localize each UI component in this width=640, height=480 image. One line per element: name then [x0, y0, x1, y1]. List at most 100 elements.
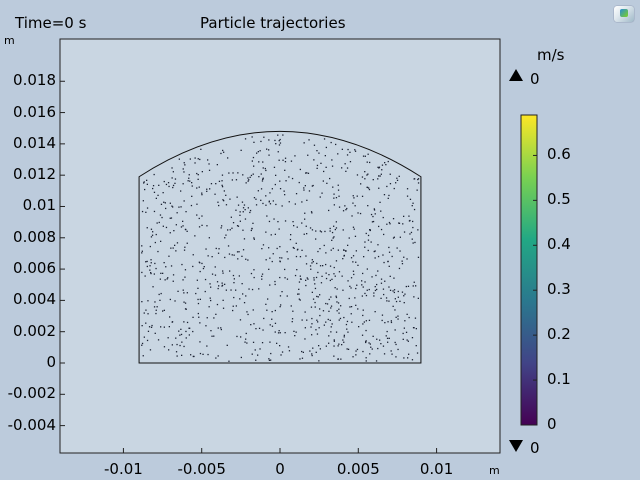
particle	[185, 337, 187, 339]
particle	[398, 267, 401, 270]
particle	[253, 237, 255, 239]
particle	[252, 341, 255, 343]
particle	[355, 350, 357, 352]
particle	[334, 287, 336, 289]
particle	[372, 335, 374, 337]
particle	[406, 339, 408, 341]
particle	[154, 332, 156, 334]
particle	[332, 237, 334, 239]
particle	[365, 232, 367, 235]
colorbar-tick-label: 0.3	[547, 280, 571, 299]
particle	[153, 306, 156, 308]
particle	[354, 149, 356, 151]
particle	[374, 257, 376, 259]
particle	[388, 300, 390, 302]
particle	[353, 273, 355, 276]
particle	[368, 187, 370, 189]
particle	[149, 265, 151, 267]
particle	[209, 283, 211, 285]
particle	[186, 242, 188, 244]
particle	[148, 326, 151, 328]
particle	[301, 319, 303, 321]
particle	[338, 271, 341, 273]
particle	[338, 312, 340, 314]
particle	[196, 172, 198, 175]
particle	[230, 216, 232, 218]
particle	[356, 174, 359, 176]
particle	[141, 245, 143, 247]
particle	[176, 212, 178, 214]
particle	[364, 246, 366, 248]
particle	[399, 300, 401, 302]
particle	[383, 261, 385, 264]
particle	[172, 247, 174, 249]
particle	[416, 189, 418, 191]
particle	[354, 297, 356, 299]
particle	[345, 209, 347, 211]
particle	[389, 183, 392, 185]
particle	[310, 306, 313, 308]
particle	[171, 177, 173, 179]
particle	[201, 224, 203, 226]
particle	[412, 202, 414, 204]
particle	[311, 229, 314, 231]
particle	[403, 357, 405, 359]
particle	[314, 301, 316, 304]
particle	[241, 255, 243, 257]
particle	[362, 350, 364, 353]
particle	[222, 270, 224, 272]
particle	[395, 182, 397, 184]
particle	[183, 171, 185, 173]
particle	[221, 284, 224, 286]
particle	[160, 326, 162, 328]
particle	[346, 320, 349, 323]
particle	[374, 286, 376, 288]
particle	[343, 316, 345, 319]
particle	[379, 201, 381, 203]
particle	[301, 350, 303, 353]
particle	[373, 209, 376, 211]
particle	[311, 185, 313, 187]
particle	[388, 286, 390, 288]
particle	[214, 266, 216, 268]
particle	[279, 345, 281, 347]
particle	[413, 281, 415, 283]
particle	[249, 209, 252, 212]
particle	[397, 348, 399, 351]
particle	[141, 344, 143, 346]
particle	[382, 216, 384, 219]
particle	[380, 297, 382, 299]
particle	[239, 319, 242, 321]
particle	[288, 201, 290, 203]
particle	[333, 197, 335, 199]
particle	[389, 223, 391, 225]
particle	[291, 318, 294, 320]
particle	[346, 348, 348, 350]
particle	[141, 301, 143, 303]
particle	[279, 295, 282, 297]
particle	[271, 318, 273, 320]
particle	[164, 279, 166, 281]
colorbar-tick-label: 0.2	[547, 325, 571, 344]
particle	[335, 260, 338, 262]
particle	[269, 324, 271, 326]
particle	[217, 252, 220, 254]
particle	[253, 197, 256, 199]
app-logo-icon[interactable]	[614, 6, 634, 22]
particle	[366, 186, 368, 188]
particle	[293, 330, 295, 332]
particle	[214, 274, 217, 276]
particle	[221, 282, 223, 284]
particle	[386, 185, 388, 188]
particle	[286, 295, 288, 297]
particle	[403, 302, 405, 304]
particle	[316, 262, 318, 265]
particle	[273, 166, 276, 168]
particle	[298, 293, 300, 295]
particle	[255, 198, 257, 200]
particle	[342, 258, 344, 260]
particle	[403, 256, 405, 258]
particle	[299, 256, 302, 258]
particle	[376, 283, 378, 286]
